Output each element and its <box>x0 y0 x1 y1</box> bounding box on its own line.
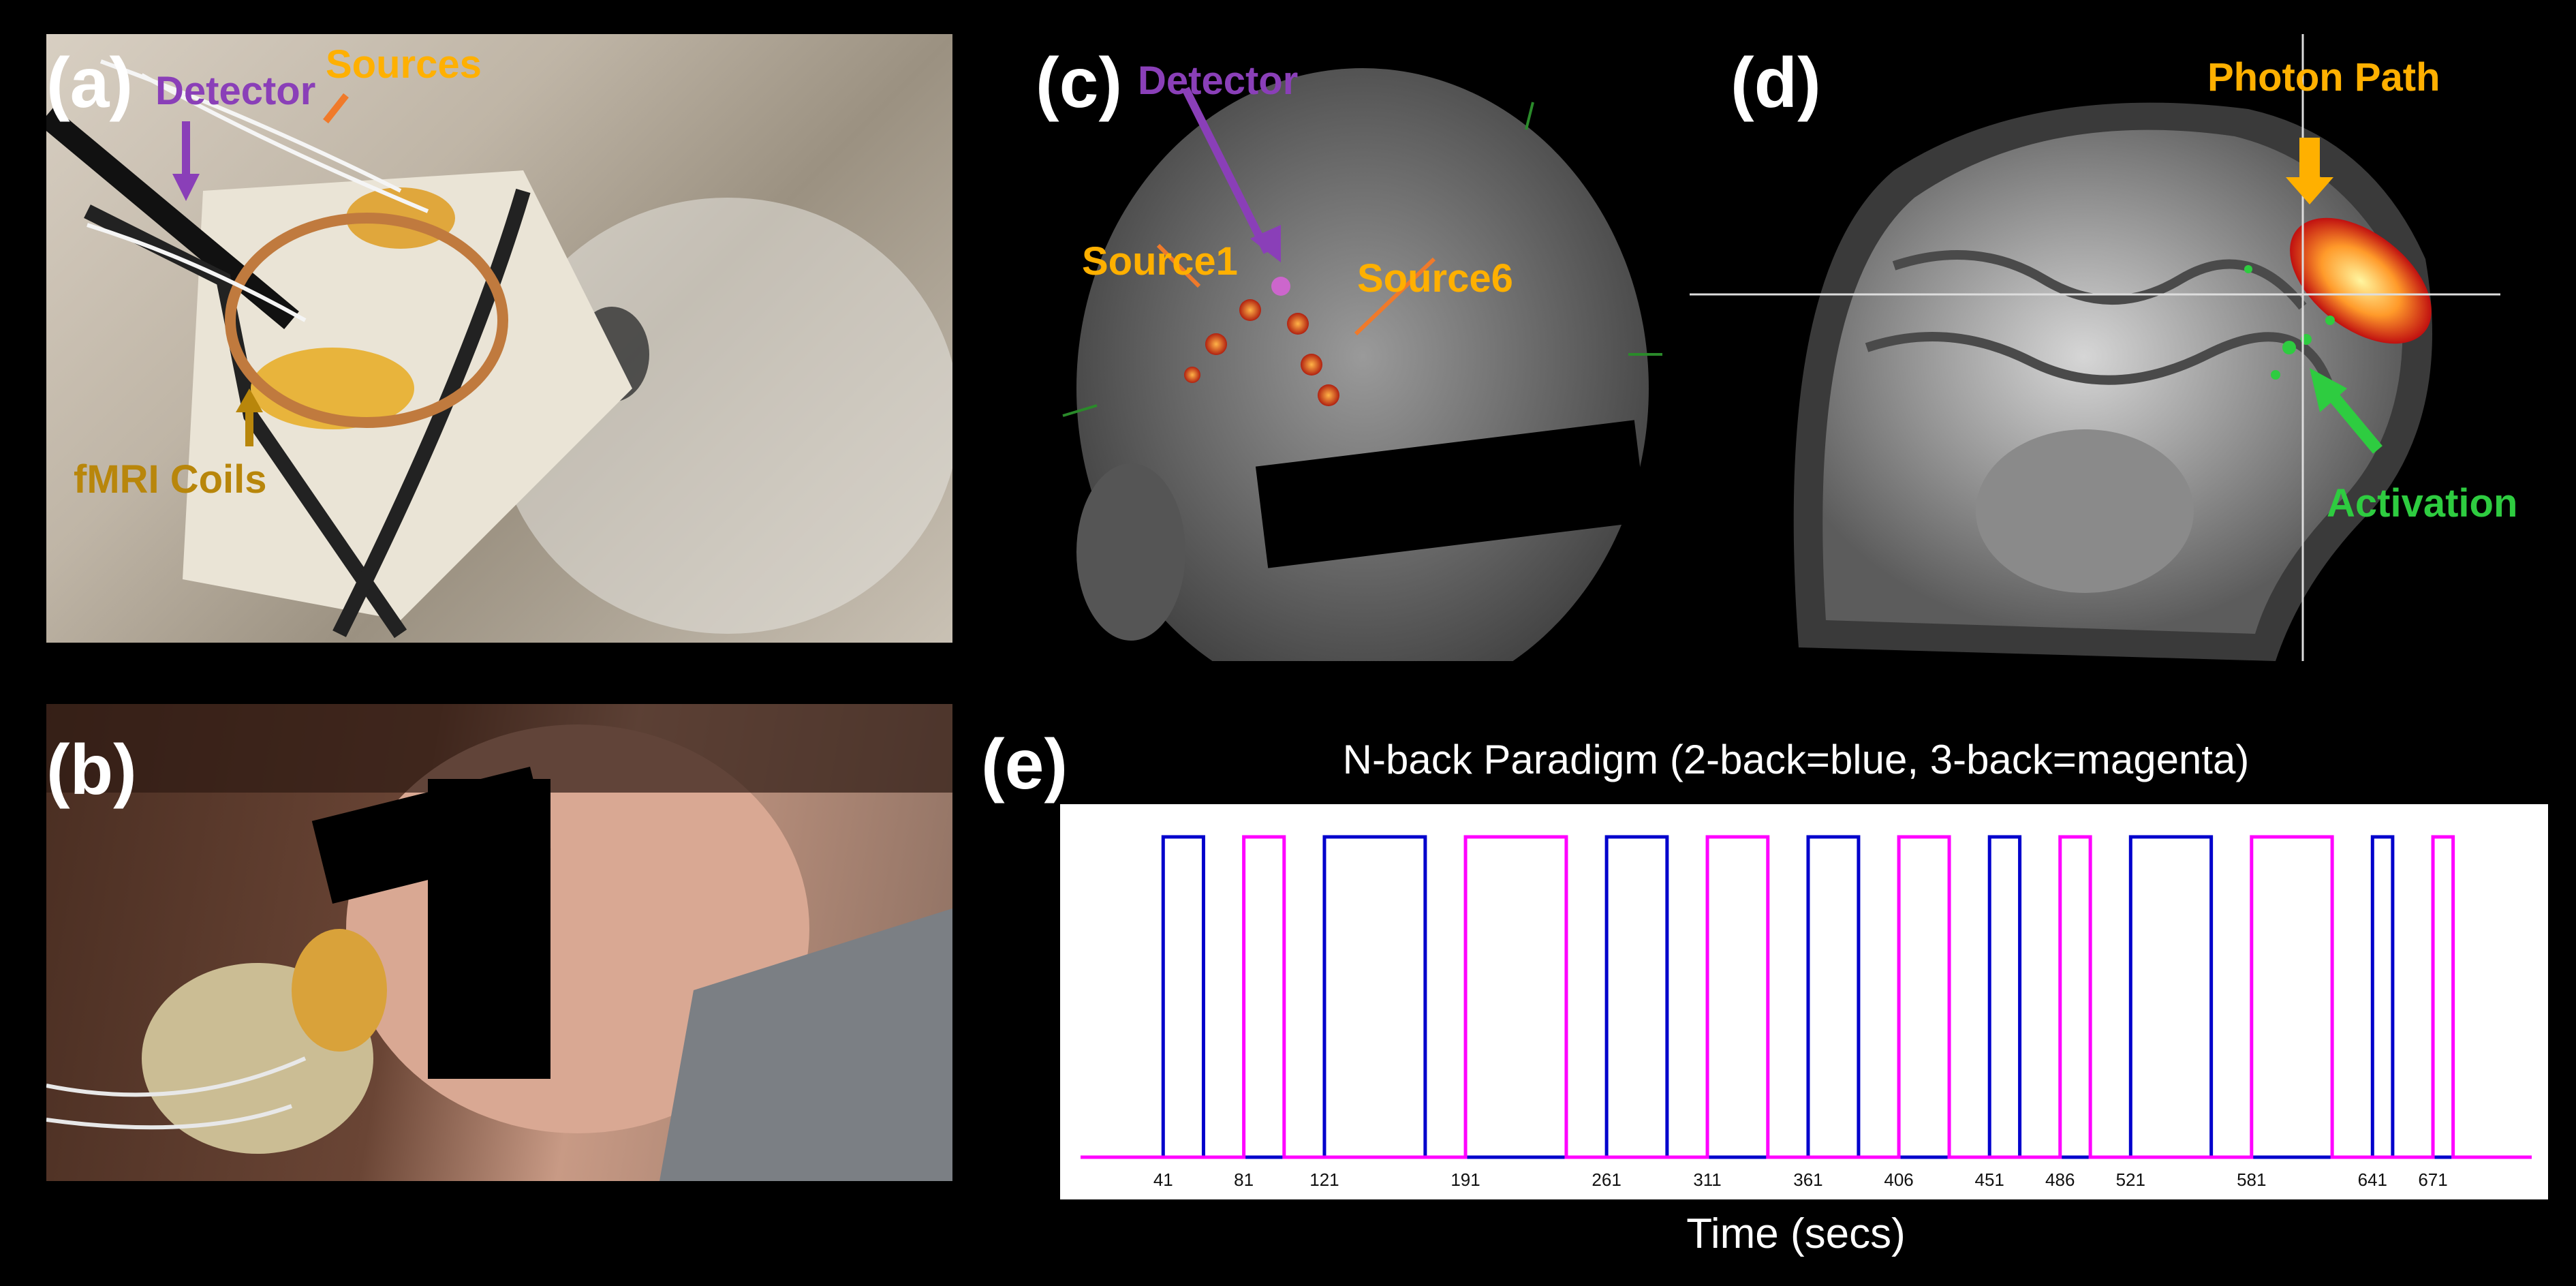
block-series-1-6 <box>2433 837 2453 1157</box>
block-series-0-0 <box>1163 837 1203 1157</box>
panel-a-arrows <box>172 93 349 446</box>
mri-sagittal-slice: (d) Photon Path Activation <box>1690 34 2534 661</box>
photon-path-label: Photon Path <box>2207 55 2440 99</box>
block-series-0-3 <box>1808 837 1859 1157</box>
block-series-1-4 <box>2060 837 2090 1157</box>
x-tick-label-13: 671 <box>2418 1169 2447 1190</box>
block-series-1-3 <box>1899 837 1949 1157</box>
activation-label: Activation <box>2327 481 2518 525</box>
detector-label-c: Detector <box>1138 59 1299 103</box>
x-tick-label-9: 486 <box>2045 1169 2075 1190</box>
source1-label: Source1 <box>1082 239 1238 284</box>
block-series-0-1 <box>1324 837 1425 1157</box>
x-tick-label-11: 581 <box>2237 1169 2266 1190</box>
photo-helmet-phantom: (a) Detector Sources fMRI Coils <box>46 34 952 643</box>
panel-label-b: (b) <box>46 731 137 810</box>
x-tick-label-2: 121 <box>1309 1169 1339 1190</box>
mri-illustration <box>1690 34 2500 661</box>
x-tick-label-7: 406 <box>1884 1169 1913 1190</box>
series-line-1 <box>1081 835 2532 1159</box>
block-series-1-0 <box>1244 837 1284 1157</box>
head-illustration <box>1062 68 1662 661</box>
x-tick-label-5: 311 <box>1693 1169 1721 1190</box>
head-rendering: (c) Detector Source1 Source6 <box>1036 34 1662 661</box>
x-axis-label: Time (secs) <box>1686 1210 1906 1257</box>
x-tick-label-10: 521 <box>2116 1169 2145 1190</box>
panel-label-d: (d) <box>1731 44 1821 123</box>
privacy-bar-b-vertical <box>428 779 550 1079</box>
phantom-illustration <box>46 59 952 639</box>
x-tick-label-12: 641 <box>2358 1169 2387 1190</box>
block-series-0-6 <box>2372 837 2393 1157</box>
block-series-1-5 <box>2252 837 2332 1157</box>
panel-label-a: (a) <box>46 44 134 123</box>
x-tick-label-8: 451 <box>1975 1169 2004 1190</box>
nback-chart-panel: (e) N-back Paradigm (2-back=blue, 3-back… <box>981 702 2548 1274</box>
block-series-0-2 <box>1607 837 1667 1157</box>
x-tick-label-3: 191 <box>1450 1169 1480 1190</box>
block-series-1-1 <box>1465 837 1566 1157</box>
x-tick-label-4: 261 <box>1592 1169 1621 1190</box>
panel-label-e: (e) <box>981 725 1068 804</box>
x-tick-label-6: 361 <box>1793 1169 1822 1190</box>
fmri-coils-label: fMRI Coils <box>74 457 267 502</box>
block-series-0-5 <box>2130 837 2211 1157</box>
nback-chart: 41 81 121 191 261 311 361 406 451 486 521 581 641 671 <box>1060 804 2548 1199</box>
block-series-1-2 <box>1707 837 1768 1157</box>
block-series-0-4 <box>1989 837 2019 1157</box>
source6-label: Source6 <box>1357 256 1513 301</box>
sources-label: Sources <box>326 42 482 87</box>
panel-label-c: (c) <box>1036 44 1123 123</box>
photo-subject: (b) <box>46 704 952 1181</box>
x-tick-label-0: 41 <box>1153 1169 1173 1190</box>
detector-label: Detector <box>155 69 316 113</box>
chart-title: N-back Paradigm (2-back=blue, 3-back=mag… <box>1342 737 2250 782</box>
x-tick-label-1: 81 <box>1234 1169 1254 1190</box>
